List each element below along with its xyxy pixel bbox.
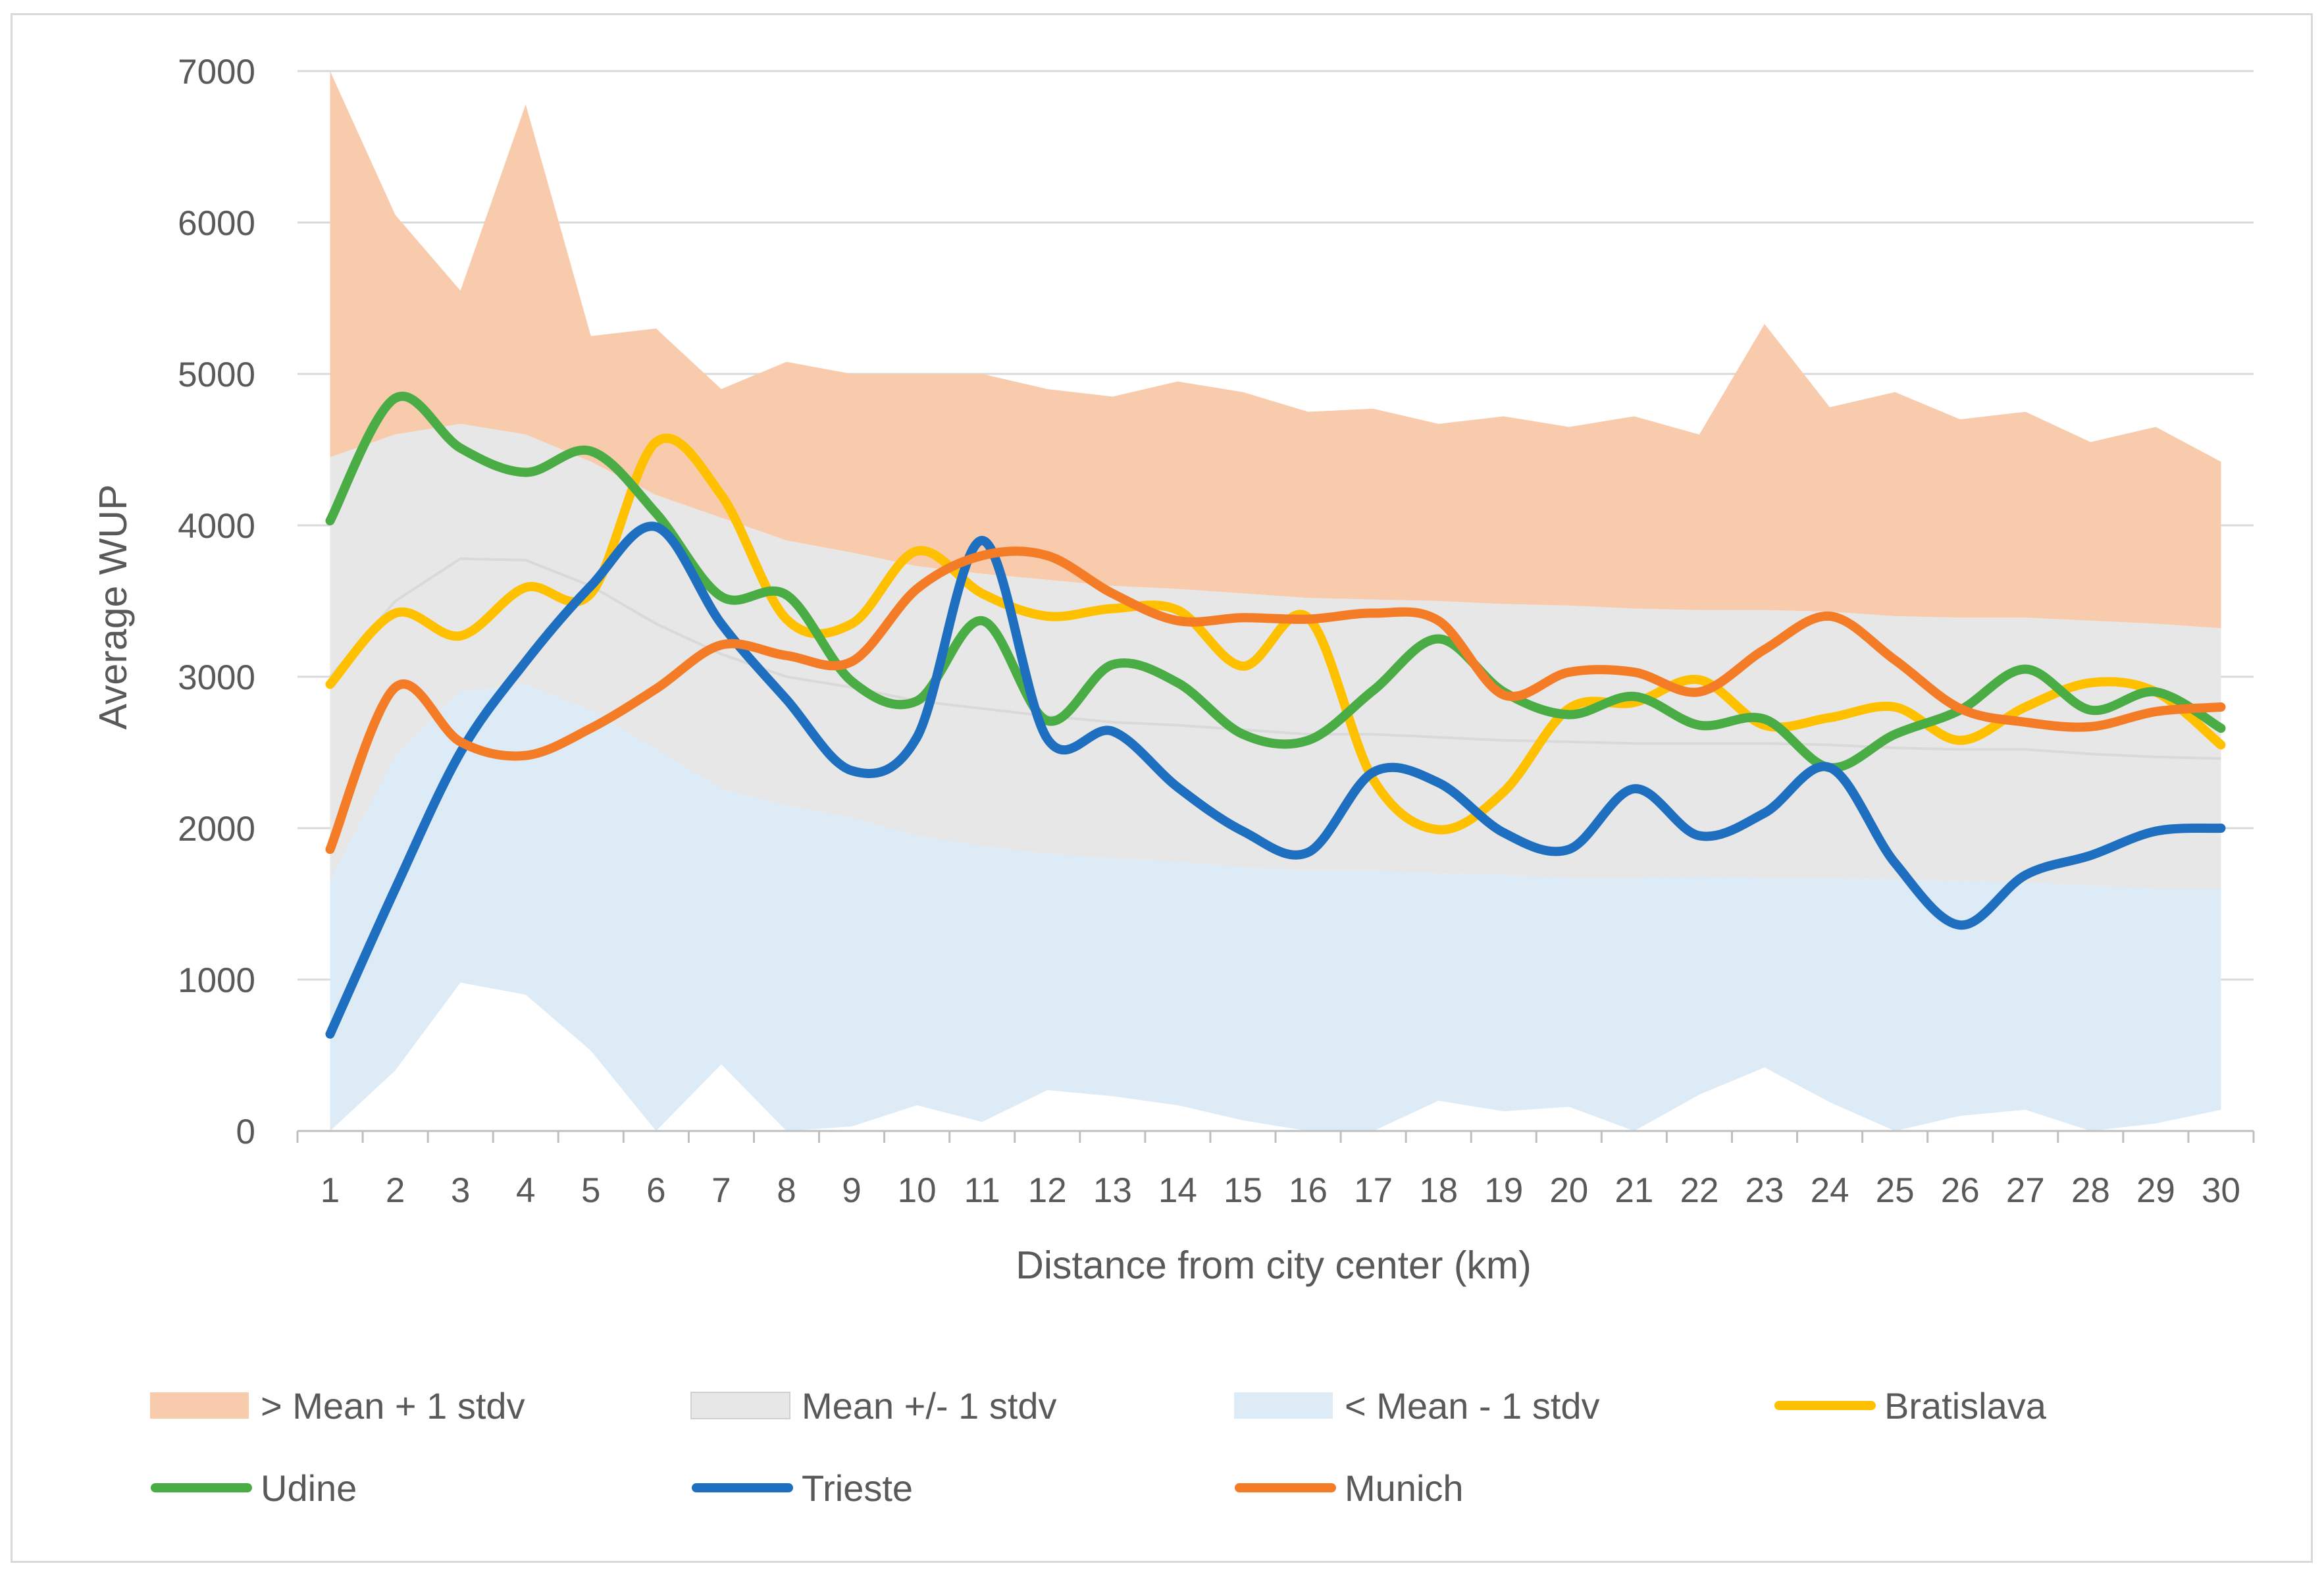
x-tick-label: 15 xyxy=(1224,1171,1262,1210)
y-tick-label: 0 xyxy=(236,1113,255,1151)
series-lines xyxy=(325,392,2226,1039)
legend-label: Mean +/- 1 stdv xyxy=(802,1385,1057,1427)
x-tick-label: 17 xyxy=(1354,1171,1393,1210)
x-tick-label: 21 xyxy=(1614,1171,1653,1210)
x-tick-label: 4 xyxy=(516,1171,535,1210)
x-tick-label: 12 xyxy=(1028,1171,1067,1210)
x-tick-label: 1 xyxy=(321,1171,340,1210)
legend-label: > Mean + 1 stdv xyxy=(261,1385,525,1427)
x-tick-label: 18 xyxy=(1419,1171,1458,1210)
x-tick-label: 20 xyxy=(1549,1171,1588,1210)
x-tick-label: 19 xyxy=(1484,1171,1523,1210)
x-tick-label: 9 xyxy=(842,1171,861,1210)
x-tick-labels: 1 2 3 4 5 6 7 8 9 10 11 12 13 14 15 16 17 18 19 20 21 22 23 24 2… xyxy=(321,1171,2240,1210)
y-tick-labels: 0 1000 2000 3000 4000 5000 6000 7000 xyxy=(178,53,255,1151)
band-areas xyxy=(330,71,2221,1131)
legend-swatch xyxy=(690,1392,790,1419)
y-axis-title: Average WUP xyxy=(91,485,135,730)
x-axis-title: Distance from city center (km) xyxy=(1016,1244,1532,1287)
legend-item-munich: Munich xyxy=(1235,1467,1464,1509)
legend-label: Munich xyxy=(1345,1467,1464,1509)
x-tick-label: 28 xyxy=(2071,1171,2110,1210)
x-tick-label: 22 xyxy=(1680,1171,1718,1210)
legend-item-mean-1-stdv: < Mean - 1 stdv xyxy=(1234,1385,1600,1427)
x-tick-label: 2 xyxy=(386,1171,405,1210)
x-tick-label: 7 xyxy=(711,1171,731,1210)
x-tick-label: 26 xyxy=(1941,1171,1980,1210)
y-tick-label: 7000 xyxy=(178,53,255,92)
x-tick-label: 30 xyxy=(2202,1171,2240,1210)
y-tick-label: 1000 xyxy=(178,961,255,1000)
series-line-udine xyxy=(325,392,2226,773)
y-tick-label: 6000 xyxy=(178,204,255,243)
legend-swatch xyxy=(1234,1392,1333,1419)
x-tick-label: 23 xyxy=(1745,1171,1784,1210)
x-tick-label: 10 xyxy=(898,1171,937,1210)
x-tick-label: 6 xyxy=(646,1171,665,1210)
legend-swatch xyxy=(150,1392,249,1419)
band-area-2 xyxy=(330,423,2221,889)
mean-line xyxy=(328,557,2221,760)
legend-label: < Mean - 1 stdv xyxy=(1345,1385,1600,1427)
legend-item-bratislava: Bratislava xyxy=(1774,1385,2047,1427)
y-tick-label: 3000 xyxy=(178,658,255,697)
x-tick-label: 14 xyxy=(1158,1171,1197,1210)
series-line-trieste xyxy=(325,521,2226,1039)
mean-line-path xyxy=(328,557,2221,760)
band-area-3 xyxy=(330,684,2221,1131)
series-line-munich xyxy=(325,546,2226,854)
x-tick-label: 3 xyxy=(451,1171,470,1210)
x-tick-label: 13 xyxy=(1093,1171,1132,1210)
x-tick-label: 11 xyxy=(964,1171,1000,1210)
x-tick-label: 27 xyxy=(2006,1171,2045,1210)
x-axis xyxy=(296,1130,2255,1143)
legend: > Mean + 1 stdv Mean +/- 1 stdv < Mean - 1… xyxy=(150,1385,2047,1509)
legend-label: Trieste xyxy=(802,1467,913,1509)
legend-label: Bratislava xyxy=(1884,1385,2047,1427)
y-tick-label: 5000 xyxy=(178,355,255,394)
x-tick-label: 29 xyxy=(2136,1171,2175,1210)
legend-item-trieste: Trieste xyxy=(692,1467,913,1509)
band-area-1 xyxy=(330,71,2221,629)
x-tick-label: 25 xyxy=(1876,1171,1915,1210)
series-line-bratislava xyxy=(325,433,2226,835)
x-tick-label: 5 xyxy=(581,1171,600,1210)
legend-item-udine: Udine xyxy=(151,1467,357,1509)
legend-label: Udine xyxy=(261,1467,357,1509)
y-tick-label: 4000 xyxy=(178,507,255,546)
y-tick-label: 2000 xyxy=(178,810,255,849)
x-tick-label: 24 xyxy=(1811,1171,1849,1210)
legend-item-mean-1-stdv: > Mean + 1 stdv xyxy=(150,1385,525,1427)
x-tick-label: 8 xyxy=(777,1171,796,1210)
x-tick-label: 16 xyxy=(1289,1171,1328,1210)
legend-item-mean-1-stdv: Mean +/- 1 stdv xyxy=(690,1385,1057,1427)
